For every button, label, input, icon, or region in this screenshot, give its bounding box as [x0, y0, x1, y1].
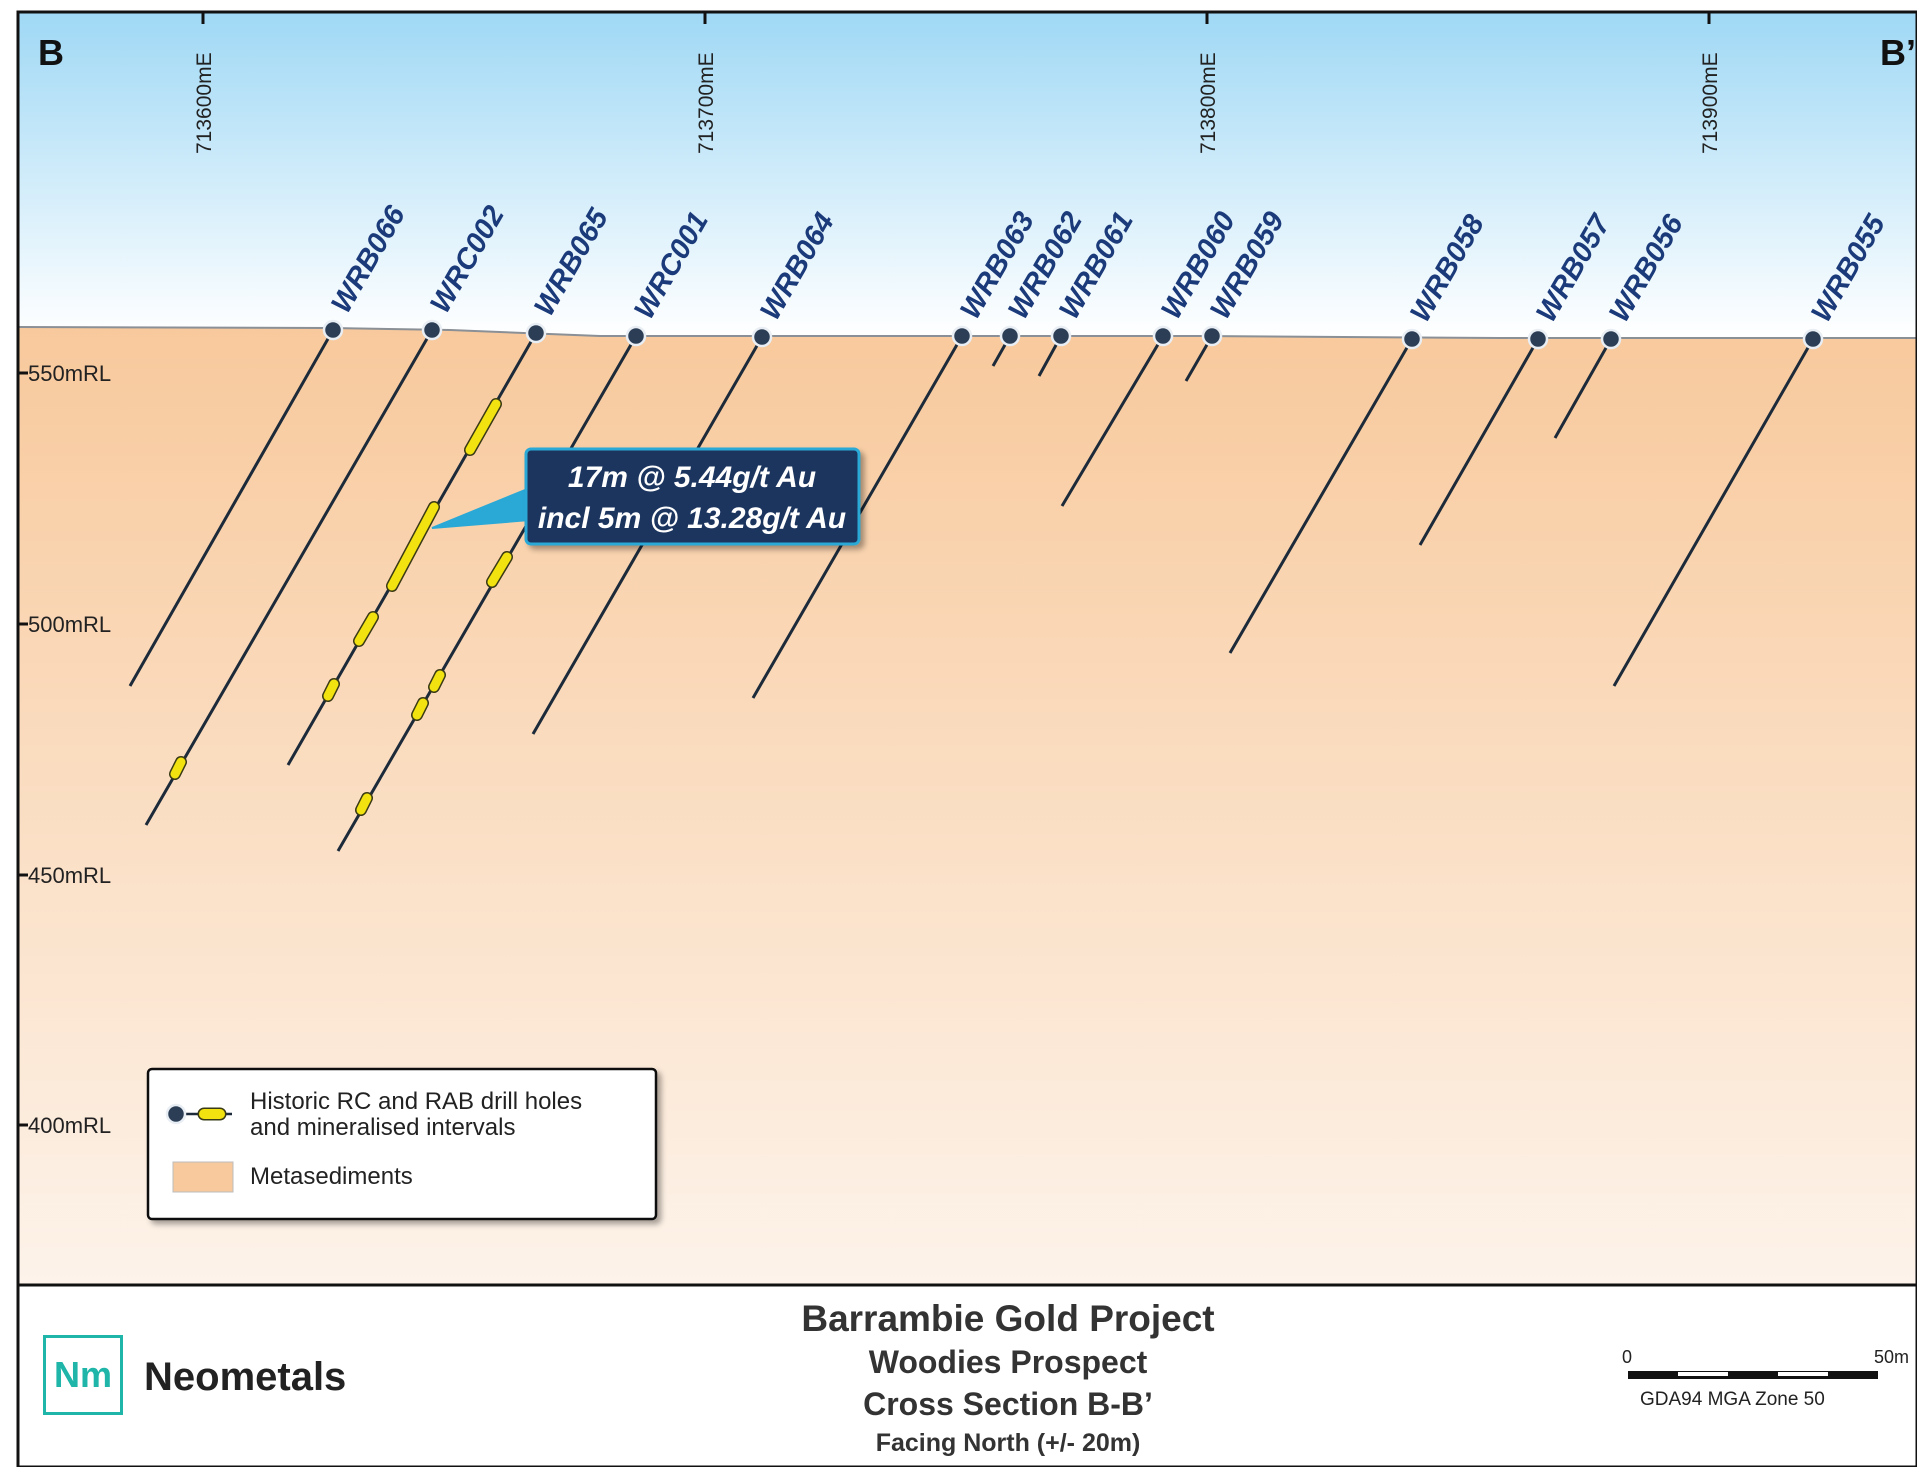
mineralised-interval [487, 552, 512, 587]
callout-line1: 17m @ 5.44g/t Au [568, 461, 816, 494]
easting-label: 713600mE [193, 52, 216, 154]
drill-collars [322, 319, 1824, 350]
drill-trace-wrb055 [1612, 338, 1815, 687]
legend-metasediments-label: Metasediments [250, 1163, 413, 1190]
legend-box [146, 1067, 658, 1221]
scale-start-label: 0 [1622, 1347, 1633, 1367]
scale-end-label: 50m [1874, 1347, 1910, 1367]
drill-trace-wrc002 [144, 329, 434, 826]
scale-bar-segment [1678, 1372, 1728, 1376]
topography-line [17, 326, 1917, 339]
drill-trace-wrb060 [1060, 335, 1165, 507]
collar-wrb059 [1201, 325, 1223, 347]
legend-collar-icon [165, 1103, 187, 1125]
easting-grid: 713600mE 713700mE 713800mE 713900mE [193, 12, 1722, 154]
rl-axis: 550mRL 500mRL 450mRL 400mRL [18, 361, 111, 1138]
rl-label: 400mRL [28, 1113, 111, 1138]
intercept-callout: 17m @ 5.44g/t Au incl 5m @ 13.28g/t Au [431, 447, 861, 546]
sky-background [18, 12, 1917, 336]
drill-trace-wrc001 [336, 335, 638, 852]
facing-note: Facing North (+/- 20m) [875, 1429, 1141, 1457]
drill-trace-wrb058 [1228, 338, 1414, 654]
legend-metasediments-swatch [172, 1161, 234, 1193]
collar-wrb064 [751, 326, 773, 348]
collar-wrc002 [421, 319, 443, 341]
mineralised-interval [354, 612, 378, 646]
mineralised-interval [323, 679, 339, 701]
drill-trace-wrb066 [128, 329, 335, 687]
footer-frame [16, 1283, 1917, 1467]
prospect-title: Woodies Prospect [868, 1344, 1148, 1380]
project-title: Barrambie Gold Project [801, 1298, 1215, 1339]
legend-drill-line1: Historic RC and RAB drill holes [250, 1088, 582, 1115]
rl-label: 500mRL [28, 612, 111, 637]
projection-label: GDA94 MGA Zone 50 [1640, 1389, 1825, 1410]
drill-trace-wrb056 [1553, 338, 1613, 439]
collar-wrb066 [322, 319, 344, 341]
rl-label: 450mRL [28, 863, 111, 888]
drill-trace-wrb057 [1418, 338, 1540, 546]
mineralised-interval [412, 698, 428, 720]
collar-wrc001 [625, 325, 647, 347]
section-label-right: B’ [1880, 32, 1916, 73]
collar-wrb055 [1802, 328, 1824, 350]
legend-drill-line2: and mineralised intervals [250, 1114, 515, 1141]
scale-bar-labels: 0 50m GDA94 MGA Zone 50 [1618, 1347, 1917, 1427]
mineralised-interval [465, 399, 501, 455]
easting-label: 713700mE [695, 52, 718, 154]
collar-wrb063 [951, 325, 973, 347]
callout-box [524, 447, 861, 546]
neometals-logo-name: Neometals [144, 1355, 347, 1399]
scale-bar [1628, 1371, 1878, 1379]
mineralised-interval [170, 757, 186, 779]
scale-bar-base [1628, 1371, 1878, 1379]
section-title: Cross Section B-B’ [863, 1386, 1153, 1422]
figure-title-block: Barrambie Gold Project Woodies Prospect … [658, 1297, 1358, 1461]
easting-label: 713900mE [1699, 52, 1722, 154]
mineralised-intervals [169, 398, 513, 816]
legend: Historic RC and RAB drill holes and mine… [146, 1067, 658, 1221]
collar-wrb057 [1527, 328, 1549, 350]
mineralised-interval [387, 502, 439, 591]
collar-wrb056 [1600, 328, 1622, 350]
collar-wrb061 [1050, 325, 1072, 347]
title-block-footer: Nm Neometals Barrambie Gold Project Wood… [18, 1287, 1917, 1467]
ground-metasediments [18, 327, 1917, 1285]
scale-bar-segment [1778, 1372, 1828, 1376]
collar-wrb062 [999, 325, 1021, 347]
collar-wrb060 [1152, 325, 1174, 347]
easting-label: 713800mE [1197, 52, 1220, 154]
collar-wrb058 [1401, 328, 1423, 350]
callout-line2: incl 5m @ 13.28g/t Au [538, 502, 846, 535]
collar-wrb065 [525, 322, 547, 344]
neometals-logo-mark: Nm [43, 1335, 123, 1415]
section-label-left: B [38, 32, 64, 73]
rl-label: 550mRL [28, 361, 111, 386]
mineralised-interval [356, 793, 372, 815]
mineralised-interval [429, 670, 445, 692]
